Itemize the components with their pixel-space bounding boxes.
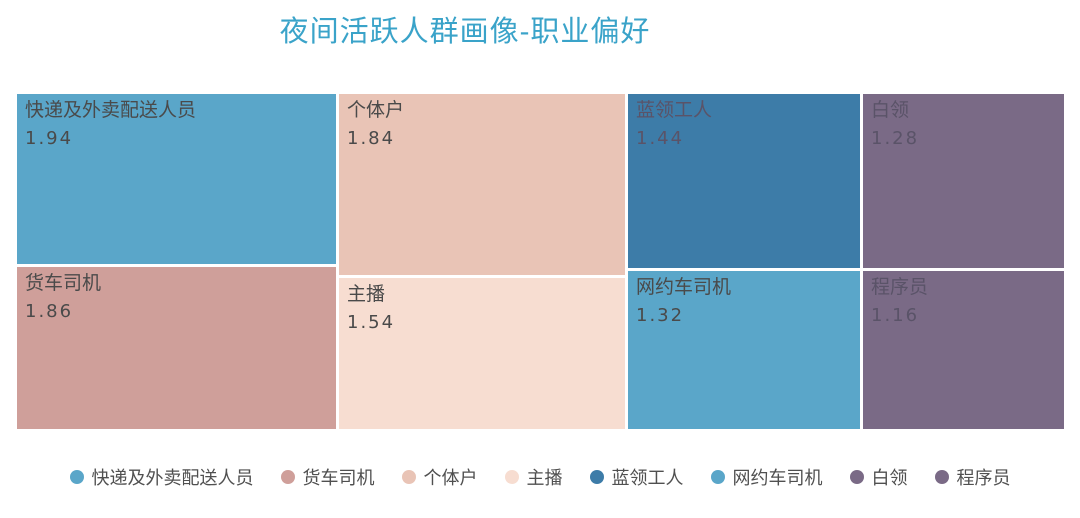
legend-item: 网约车司机 [710, 464, 823, 490]
treemap-cell-value: 1.86 [25, 301, 73, 322]
treemap-cell-1: 快递及外卖配送人员 1.94 [17, 94, 336, 264]
chart-legend: 快递及外卖配送人员 货车司机 个体户 主播 蓝领工人 网约车司机 白领 程序员 [0, 462, 1080, 492]
treemap-cell-value: 1.84 [347, 128, 395, 149]
legend-swatch-icon [849, 470, 864, 484]
treemap-rect [628, 271, 860, 429]
treemap-cell-7: 白领 1.28 [863, 94, 1064, 268]
legend-label: 蓝领工人 [611, 468, 684, 489]
treemap-cell-name: 快递及外卖配送人员 [25, 99, 196, 121]
treemap-cell-value: 1.16 [871, 305, 919, 326]
treemap-rect [863, 94, 1064, 268]
treemap-cell-value: 1.32 [636, 305, 684, 326]
legend-label: 主播 [526, 468, 563, 489]
legend-label: 程序员 [956, 468, 1011, 489]
legend-swatch-icon [280, 470, 295, 484]
treemap-cell-8: 程序员 1.16 [863, 271, 1064, 429]
treemap-cell-6: 网约车司机 1.32 [628, 271, 860, 429]
treemap-cell-name: 程序员 [871, 276, 928, 298]
legend-item: 快递及外卖配送人员 [69, 464, 254, 490]
legend-label: 白领 [871, 468, 908, 489]
treemap-cell-name: 白领 [871, 99, 909, 121]
treemap-cell-2: 货车司机 1.86 [17, 267, 336, 429]
legend-item: 货车司机 [280, 464, 375, 490]
legend-item: 主播 [504, 464, 563, 490]
legend-label: 货车司机 [302, 468, 375, 489]
treemap-cell-name: 网约车司机 [636, 276, 731, 298]
legend-swatch-icon [710, 470, 725, 484]
legend-swatch-icon [934, 470, 949, 484]
treemap-cell-name: 主播 [347, 283, 385, 305]
legend-item: 个体户 [401, 464, 478, 490]
treemap-cell-value: 1.94 [25, 128, 73, 149]
treemap-rect [339, 278, 625, 429]
treemap-cell-name: 蓝领工人 [636, 99, 712, 121]
legend-item: 白领 [849, 464, 908, 490]
treemap-cell-name: 个体户 [347, 99, 404, 121]
treemap-cell-3: 个体户 1.84 [339, 94, 625, 275]
treemap-cell-value: 1.54 [347, 312, 395, 333]
treemap-cell-name: 货车司机 [25, 272, 101, 294]
legend-label: 网约车司机 [732, 468, 823, 489]
treemap-cell-value: 1.44 [636, 128, 684, 149]
legend-item: 蓝领工人 [589, 464, 684, 490]
chart-title: 夜间活跃人群画像-职业偏好 [279, 14, 651, 48]
legend-swatch-icon [69, 470, 84, 484]
treemap-chart: 快递及外卖配送人员 1.94 货车司机 1.86 个体户 1.84 主播 1.54 蓝领工人 1.… [17, 94, 1064, 429]
treemap-rect [339, 94, 625, 275]
treemap-rect [628, 94, 860, 268]
treemap-rect [17, 267, 336, 429]
treemap-cell-value: 1.28 [871, 128, 919, 149]
treemap-cell-5: 蓝领工人 1.44 [628, 94, 860, 268]
legend-label: 个体户 [423, 468, 478, 489]
treemap-rect [17, 94, 336, 264]
legend-label: 快递及外卖配送人员 [91, 468, 254, 489]
treemap-rect [863, 271, 1064, 429]
legend-swatch-icon [589, 470, 604, 484]
legend-item: 程序员 [934, 464, 1011, 490]
treemap-cell-4: 主播 1.54 [339, 278, 625, 429]
legend-swatch-icon [401, 470, 416, 484]
legend-swatch-icon [504, 470, 519, 484]
